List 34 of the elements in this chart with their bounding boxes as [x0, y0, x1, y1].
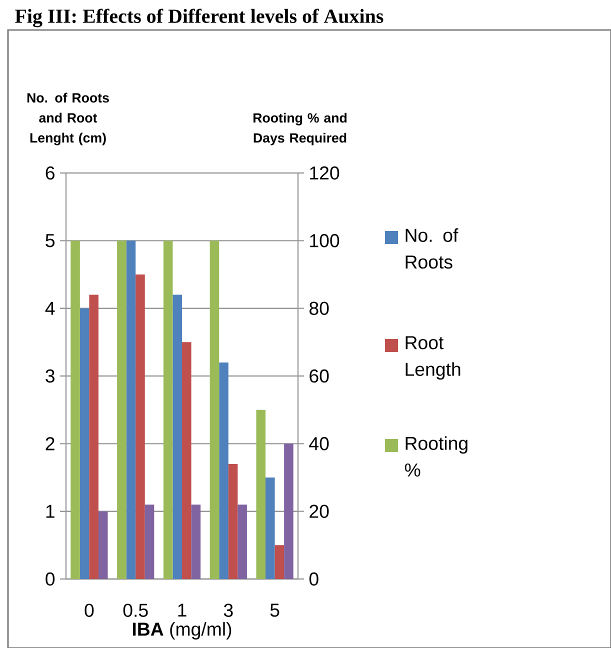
bar	[191, 504, 201, 580]
bar	[89, 294, 98, 580]
bar	[98, 511, 108, 580]
y-tick-label: 0	[46, 572, 55, 586]
y-tick-label: 1	[46, 504, 54, 518]
bar	[284, 444, 294, 580]
y-tick-label: 4	[45, 302, 55, 315]
y-axis-title: No. of Roots and Root Lenght (cm)	[27, 92, 109, 146]
bar	[136, 274, 145, 580]
x-tick-label: 3	[224, 604, 233, 617]
bar	[144, 504, 154, 580]
y2-tick-label: 40	[309, 437, 329, 450]
y2-tick-label: 60	[310, 369, 329, 383]
y2-tick-label: 20	[310, 504, 329, 518]
bar	[182, 342, 192, 580]
x-tick-label: 5	[270, 604, 280, 617]
chart-title: Fig III: Effects of Different levels of Auxins	[15, 8, 384, 28]
x-tick-label: 0	[84, 604, 94, 617]
legend-label: Root Length	[406, 336, 460, 380]
x-axis-title: IBA (mg/ml)	[132, 622, 232, 640]
y2-axis-title: Rooting % and Days Required	[254, 112, 347, 146]
y-tick-label: 3	[46, 369, 54, 383]
y2-tick-label: 80	[310, 302, 329, 315]
y-tick-label: 6	[46, 166, 54, 180]
y-tick-label: 5	[46, 234, 55, 248]
bar	[274, 545, 284, 580]
y-tick-label: 2	[46, 437, 54, 450]
y2-tick-label: 100	[310, 234, 340, 248]
y2-tick-label: 120	[310, 166, 340, 180]
x-tick-label: 1	[178, 604, 186, 617]
x-tick-label: 0.5	[123, 604, 148, 617]
legend-label: No. of Roots	[406, 228, 458, 269]
legend-label: Rooting %	[404, 436, 468, 477]
y2-tick-label: 0	[309, 572, 318, 586]
